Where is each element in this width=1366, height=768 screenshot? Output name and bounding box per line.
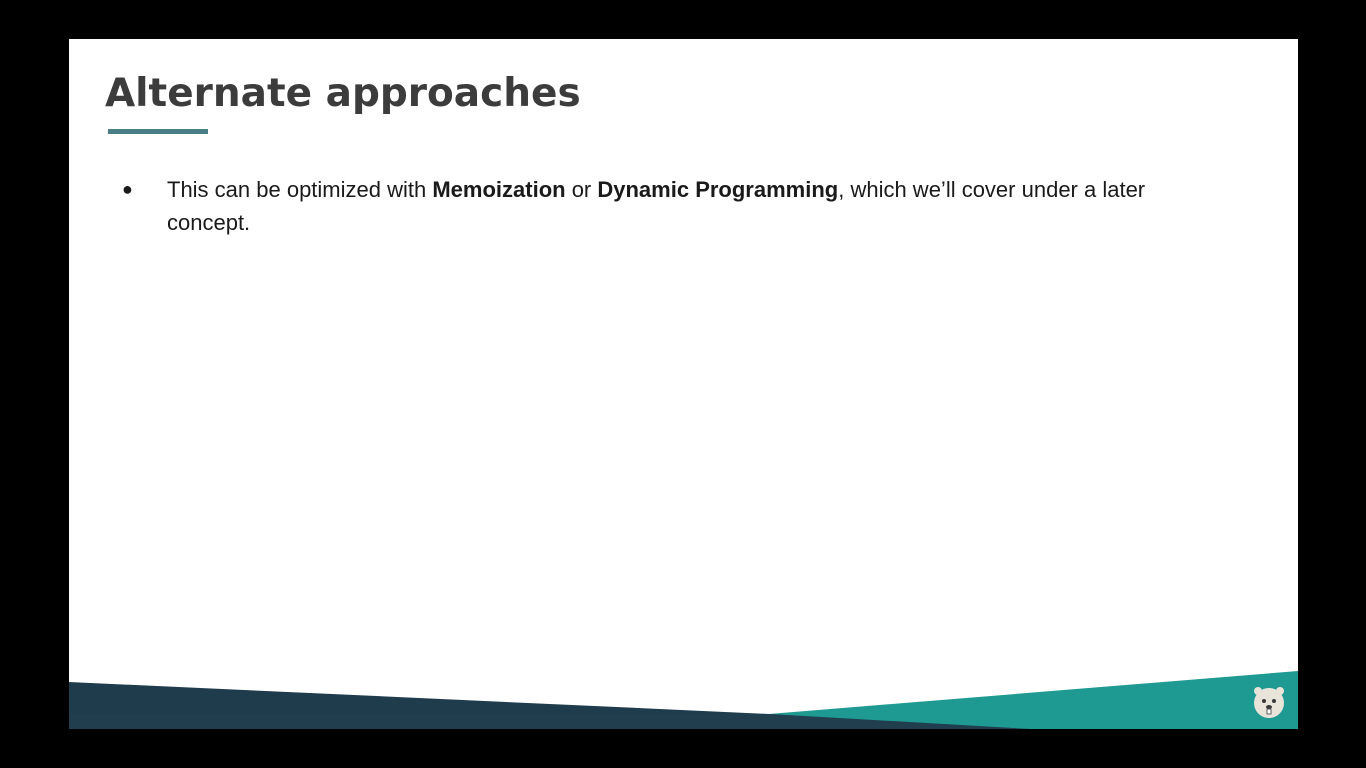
bullet-text-part: or xyxy=(565,177,598,202)
slide: Alternate approaches ● This can be optim… xyxy=(69,39,1298,729)
title-underline xyxy=(108,129,208,134)
bullet-text-bold-memoization: Memoization xyxy=(432,177,566,202)
footer-band xyxy=(69,671,1298,729)
bullet-text-bold-dynamic-programming: Dynamic Programming xyxy=(597,177,839,202)
bullet-text: This can be optimized with Memoization o… xyxy=(167,177,1145,235)
footer-dark-bottom xyxy=(69,714,1029,729)
bullet-text-part: , which we’ll cover under a later concep… xyxy=(167,177,1146,235)
beaver-logo-icon xyxy=(1254,687,1284,718)
footer-teal-wedge xyxy=(769,671,1298,729)
slide-title: Alternate approaches xyxy=(105,71,581,116)
bullet-item: ● This can be optimized with Memoization… xyxy=(69,173,1169,239)
bullet-dot-icon: ● xyxy=(122,179,133,199)
bullet-text-part: This can be optimized with xyxy=(167,177,433,202)
bullet-list: ● This can be optimized with Memoization… xyxy=(69,173,1169,239)
